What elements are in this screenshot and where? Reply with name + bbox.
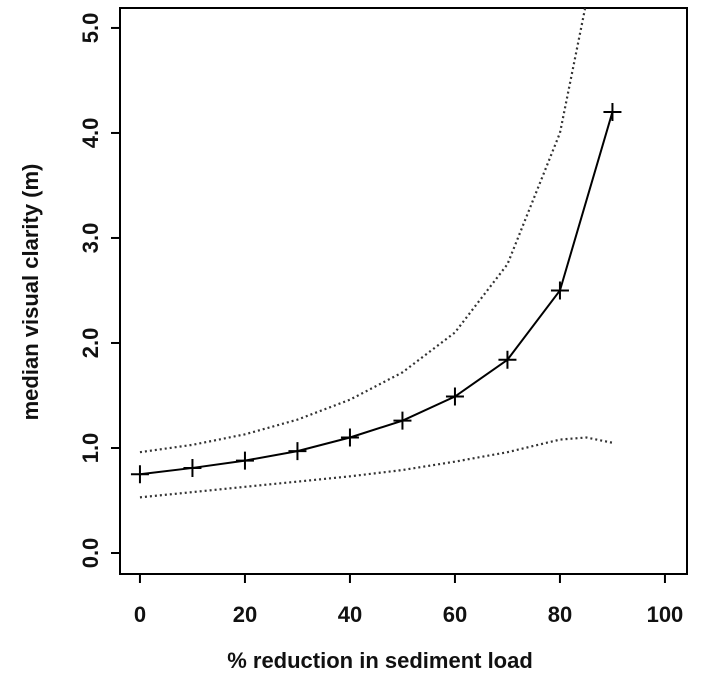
y-tick-label: 1.0: [78, 433, 103, 464]
y-tick-label: 3.0: [78, 223, 103, 254]
x-tick-label: 100: [647, 602, 684, 627]
point-marker: [235, 451, 254, 470]
plot-frame: [119, 7, 688, 575]
point-marker: [445, 387, 464, 406]
series-line: [139, 436, 613, 499]
x-axis-label: % reduction in sediment load: [227, 648, 533, 673]
y-tick-label: 5.0: [78, 13, 103, 44]
x-tick-label: 40: [338, 602, 362, 627]
point-marker: [550, 281, 569, 300]
y-tick-label: 4.0: [78, 118, 103, 149]
x-tick-label: 20: [233, 602, 257, 627]
point-marker: [603, 102, 622, 121]
y-tick-label: 0.0: [78, 538, 103, 569]
series-line: [139, 7, 587, 454]
x-tick-label: 60: [443, 602, 467, 627]
y-tick-label: 2.0: [78, 328, 103, 359]
point-marker: [393, 411, 412, 430]
point-marker: [183, 458, 202, 477]
point-marker: [498, 350, 517, 369]
point-marker: [130, 465, 149, 484]
series-line: [139, 111, 614, 476]
x-tick-label: 80: [548, 602, 572, 627]
y-axis-label: median visual clarity (m): [18, 164, 43, 421]
x-tick-label: 0: [134, 602, 146, 627]
point-marker: [340, 428, 359, 447]
point-marker: [288, 442, 307, 461]
